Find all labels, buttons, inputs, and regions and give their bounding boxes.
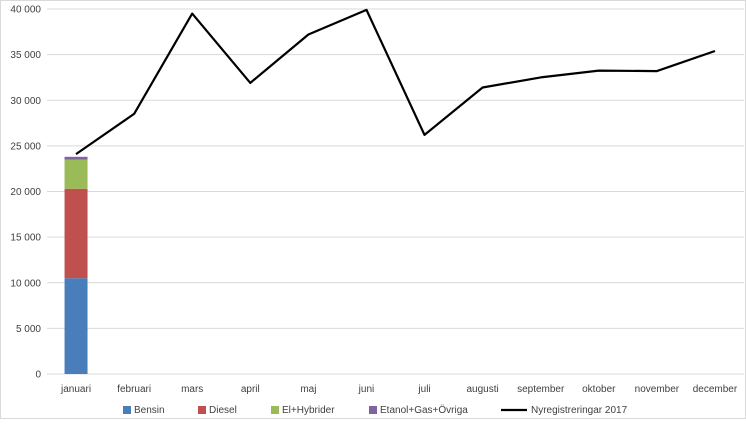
x-tick-label: februari [117, 384, 151, 395]
bar-segment [65, 278, 88, 374]
x-tick-label: september [517, 384, 565, 395]
line-series [76, 10, 715, 154]
x-tick-label: april [241, 384, 260, 395]
x-tick-label: oktober [582, 384, 616, 395]
x-tick-label: mars [181, 384, 203, 395]
x-tick-label: juli [417, 384, 430, 395]
y-tick-label: 40 000 [10, 5, 41, 16]
legend-label: Bensin [134, 405, 165, 416]
legend-label: Nyregistreringar 2017 [531, 405, 628, 416]
legend-swatch [271, 406, 279, 414]
y-tick-label: 25 000 [10, 141, 41, 152]
bars [65, 157, 88, 374]
y-tick-label: 5 000 [16, 324, 41, 335]
legend-swatch [198, 406, 206, 414]
y-tick-label: 15 000 [10, 233, 41, 244]
bar-segment [65, 160, 88, 189]
legend-label: Etanol+Gas+Övriga [380, 404, 468, 416]
x-tick-label: juni [358, 384, 375, 395]
legend-swatch [369, 406, 377, 414]
y-tick-label: 0 [35, 370, 41, 381]
gridlines [47, 9, 744, 374]
legend: Bensin Diesel El+Hybrider Etanol+Gas+Övriga… [123, 404, 628, 416]
legend-label: Diesel [209, 405, 237, 416]
y-tick-label: 10 000 [10, 278, 41, 289]
x-tick-label: augusti [467, 384, 499, 395]
legend-swatch [123, 406, 131, 414]
x-tick-label: december [693, 384, 738, 395]
y-tick-label: 20 000 [10, 187, 41, 198]
legend-label: El+Hybrider [282, 405, 335, 416]
x-tick-label: maj [300, 384, 316, 395]
x-tick-label: januari [60, 384, 91, 395]
y-tick-label: 35 000 [10, 50, 41, 61]
x-tick-label: november [635, 384, 680, 395]
bar-segment [65, 157, 88, 160]
y-tick-label: 30 000 [10, 96, 41, 107]
series-line [76, 10, 715, 154]
bar-segment [65, 189, 88, 278]
x-axis-ticks: januari februari mars april maj juni juli augus… [60, 384, 738, 395]
y-axis-ticks: 0 5 000 10 000 15 000 20 000 25 000 30 000 35 0… [10, 5, 41, 381]
